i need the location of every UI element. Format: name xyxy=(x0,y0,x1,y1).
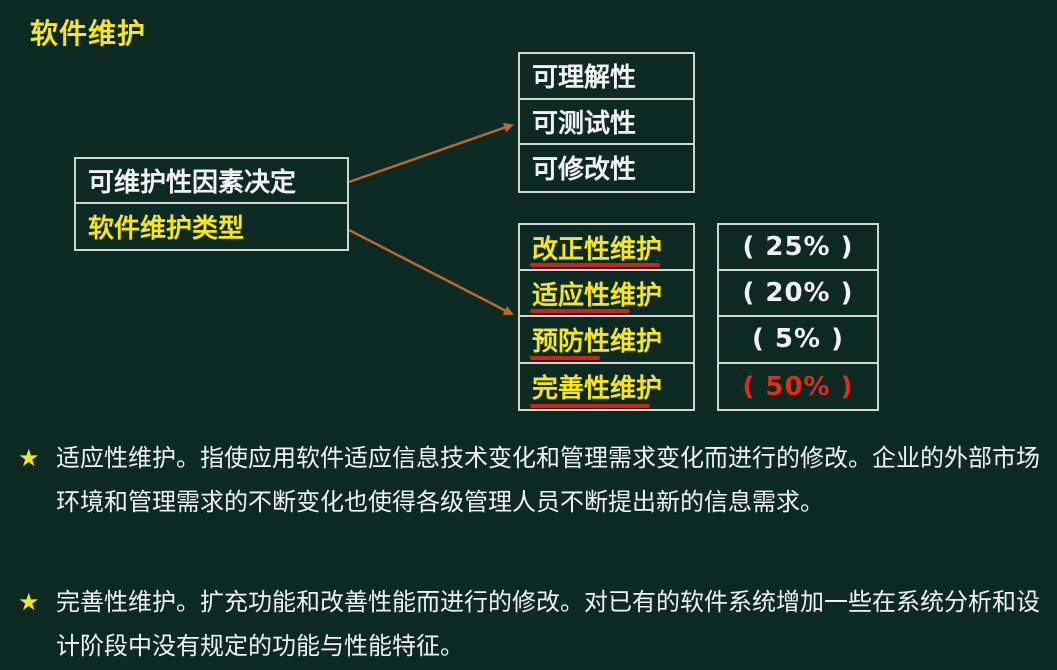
percentages-box: ( 25% ) ( 20% ) ( 5% ) ( 50% ) xyxy=(717,223,879,411)
maintainability-box: 可维护性因素决定 软件维护类型 xyxy=(74,157,349,251)
arrow-to-attributes xyxy=(348,122,514,184)
attribute-understandability: 可理解性 xyxy=(520,54,693,100)
pct-perfective: ( 50% ) xyxy=(742,371,854,402)
red-underline xyxy=(530,263,660,268)
type-preventive: 预防性维护 xyxy=(520,317,693,364)
star-icon: ★ xyxy=(18,588,40,616)
pct-preventive: ( 5% ) xyxy=(719,317,877,364)
slide-title: 软件维护 xyxy=(30,17,147,50)
bullet-perfective: ★ 完善性维护。扩充功能和改善性能而进行的修改。对已有的软件系统增加一些在系统分… xyxy=(18,580,1048,668)
pct-corrective: ( 25% ) xyxy=(719,225,877,272)
type-corrective-label: 改正性维护 xyxy=(532,234,663,265)
type-perfective: 完善性维护 xyxy=(520,364,693,410)
type-adaptive: 适应性维护 xyxy=(520,271,693,318)
attributes-box: 可理解性 可测试性 可修改性 xyxy=(518,52,695,193)
maintenance-types-box: 改正性维护 适应性维护 预防性维护 完善性维护 xyxy=(518,223,695,411)
bullet-adaptive-text: 适应性维护。指使应用软件适应信息技术变化和管理需求变化而进行的修改。企业的外部市… xyxy=(56,444,1040,516)
bullet-perfective-text: 完善性维护。扩充功能和改善性能而进行的修改。对已有的软件系统增加一些在系统分析和… xyxy=(56,588,1040,660)
maintenance-type-label: 软件维护类型 xyxy=(88,214,245,244)
arrow-to-types xyxy=(348,228,514,316)
attribute-testability: 可测试性 xyxy=(520,100,693,146)
type-corrective: 改正性维护 xyxy=(520,225,693,272)
maintainability-factor-label: 可维护性因素决定 xyxy=(76,159,347,204)
red-underline xyxy=(530,403,650,408)
pct-adaptive: ( 20% ) xyxy=(719,271,877,318)
attribute-modifiability: 可修改性 xyxy=(532,155,637,186)
bullet-adaptive: ★ 适应性维护。指使应用软件适应信息技术变化和管理需求变化而进行的修改。企业的外… xyxy=(18,436,1048,524)
type-preventive-label: 预防性维护 xyxy=(532,326,663,357)
red-underline xyxy=(530,309,630,314)
type-adaptive-label: 适应性维护 xyxy=(532,280,663,311)
red-underline xyxy=(530,355,600,360)
star-icon: ★ xyxy=(18,444,40,472)
type-perfective-label: 完善性维护 xyxy=(532,374,663,405)
